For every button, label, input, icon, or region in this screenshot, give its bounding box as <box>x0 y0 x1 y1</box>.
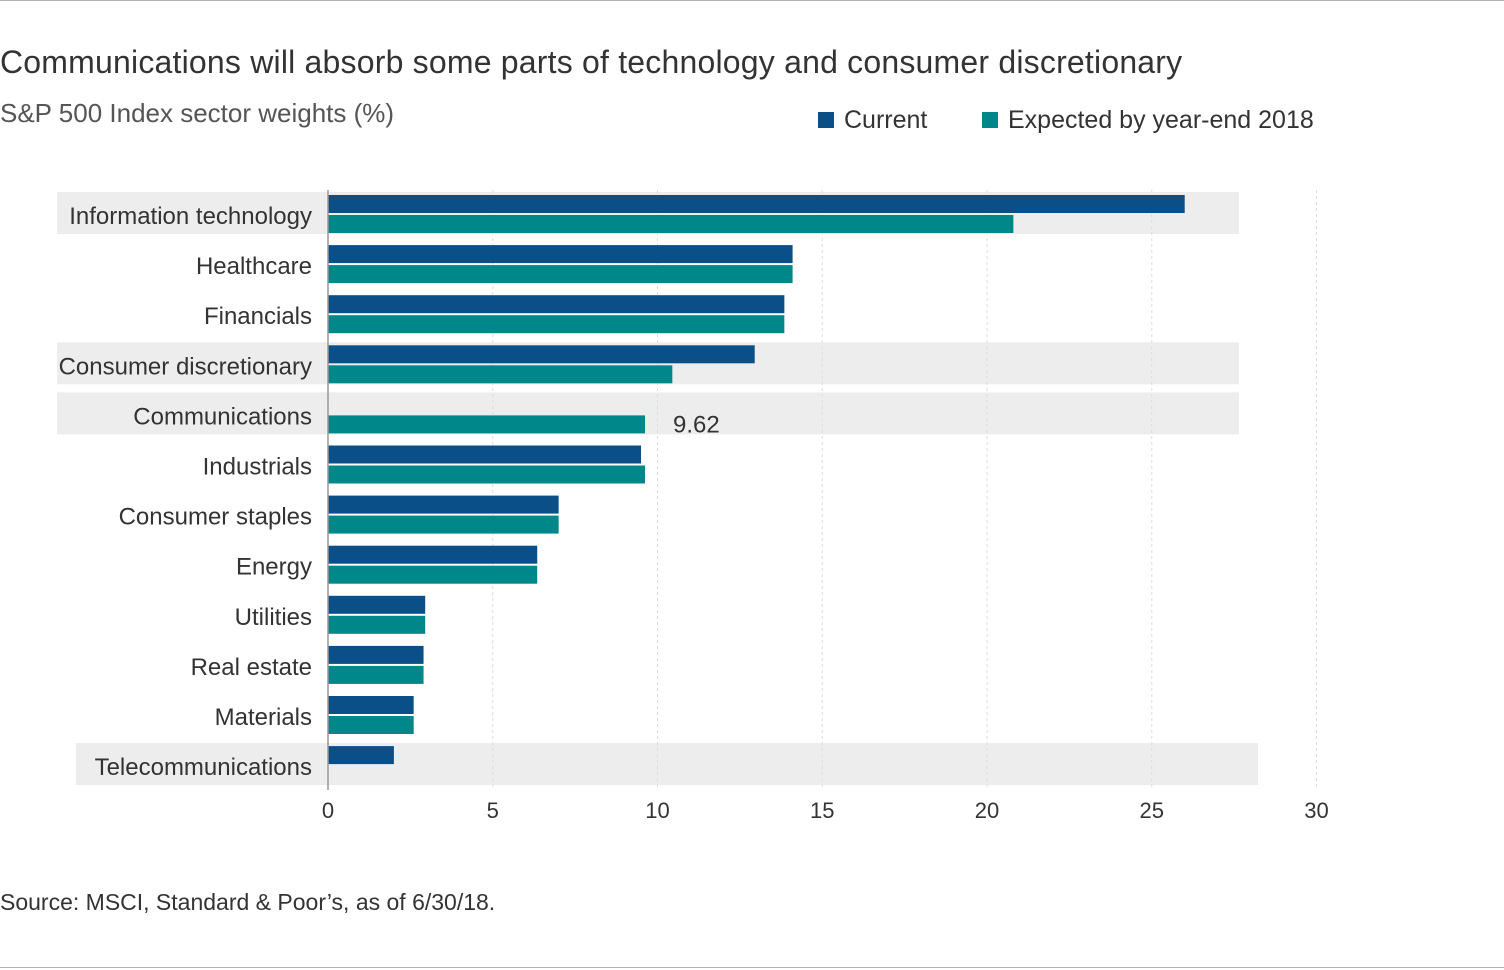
bar-current <box>328 195 1185 213</box>
bar-current <box>328 495 559 514</box>
bar-expected <box>328 415 645 434</box>
category-label: Information technology <box>69 203 312 230</box>
bar-current <box>328 645 424 664</box>
highlight-band <box>57 392 1239 435</box>
legend-swatch-current <box>818 112 834 128</box>
category-label: Consumer discretionary <box>59 353 312 380</box>
x-tick-label: 20 <box>975 798 999 823</box>
bar-expected <box>328 465 645 484</box>
category-label: Energy <box>236 554 312 581</box>
category-label: Healthcare <box>196 253 312 280</box>
category-label: Telecommunications <box>95 754 312 781</box>
category-label: Materials <box>215 704 312 731</box>
top-rule <box>0 0 1504 1</box>
bar-current <box>328 746 394 765</box>
bar-expected <box>328 315 785 334</box>
x-tick-label: 10 <box>645 798 669 823</box>
x-tick-label: 25 <box>1140 798 1164 823</box>
bar-expected <box>328 716 414 734</box>
bar-expected <box>328 265 793 284</box>
bottom-rule <box>0 967 1504 968</box>
bar-expected <box>328 365 673 384</box>
legend-swatch-expected <box>982 112 998 128</box>
legend-item-current: Current <box>818 105 927 135</box>
x-tick-label: 5 <box>487 798 499 823</box>
bar-expected <box>328 215 1014 233</box>
bar-current <box>328 445 642 464</box>
bar-current <box>328 295 785 314</box>
bar-current <box>328 595 426 614</box>
category-label: Consumer staples <box>119 504 312 531</box>
legend-label-expected: Expected by year-end 2018 <box>1008 105 1314 134</box>
bar-expected <box>328 615 426 634</box>
x-tick-label: 30 <box>1304 798 1328 823</box>
bar-expected <box>328 665 424 684</box>
category-label: Financials <box>204 303 312 330</box>
category-label: Communications <box>133 403 312 430</box>
bar-current <box>328 545 538 564</box>
bar-current <box>328 696 414 714</box>
data-label: 9.62 <box>673 411 720 438</box>
x-tick-label: 0 <box>322 798 334 823</box>
chart-subtitle: S&P 500 Index sector weights (%) <box>0 98 395 128</box>
legend-label-current: Current <box>844 105 928 134</box>
bar-expected <box>328 565 538 584</box>
category-label: Industrials <box>203 454 312 481</box>
bar-current <box>328 345 755 364</box>
bar-expected <box>328 515 559 534</box>
legend-item-expected: Expected by year-end 2018 <box>982 105 1314 135</box>
category-label: Real estate <box>191 654 312 681</box>
highlight-band <box>76 743 1258 786</box>
x-tick-label: 15 <box>810 798 834 823</box>
source-note: Source: MSCI, Standard & Poor’s, as of 6… <box>0 889 496 915</box>
bar-current <box>328 245 793 264</box>
chart-title: Communications will absorb some parts of… <box>0 44 1183 80</box>
category-label: Utilities <box>235 604 312 631</box>
